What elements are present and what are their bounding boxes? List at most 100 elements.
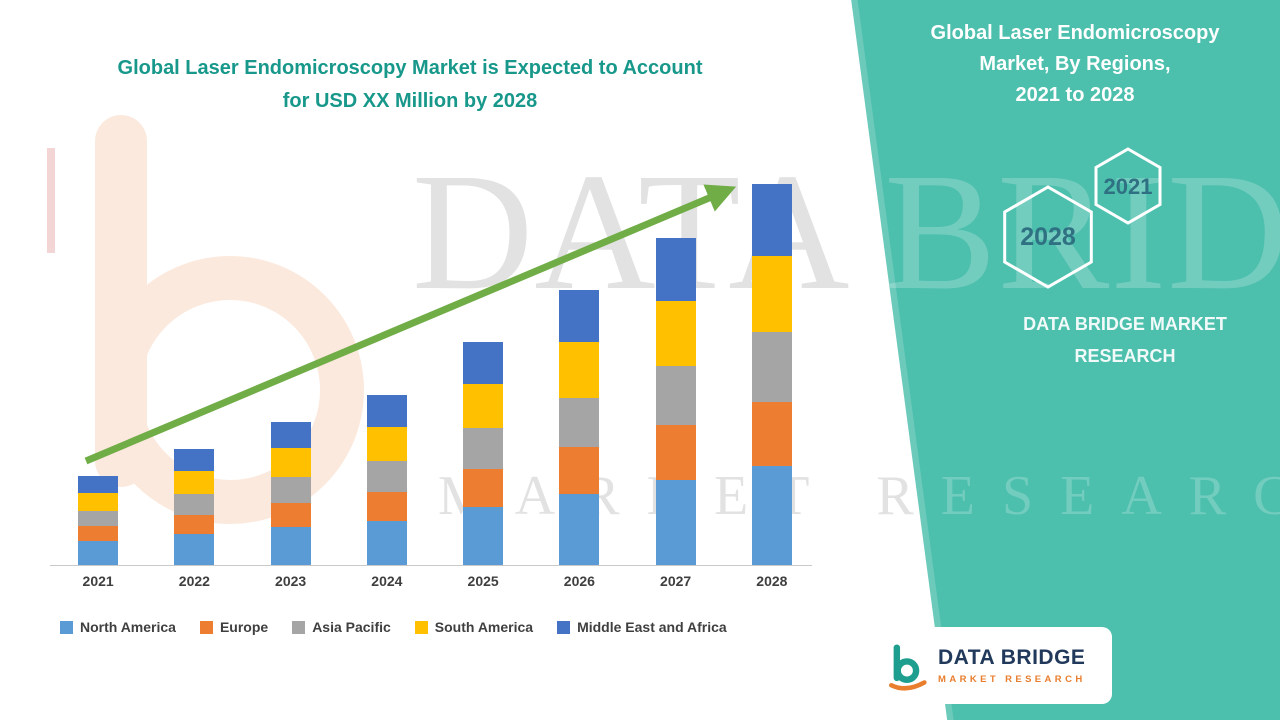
stacked-bar-2026: [559, 289, 600, 565]
stacked-bar-chart: 2021 2022 2023 2024 2025 2026 2027 2028: [50, 160, 820, 605]
segment-north-america: [463, 506, 504, 565]
segment-south-america: [463, 383, 504, 429]
panel-title-line3: 2021 to 2028: [1015, 84, 1135, 106]
logo-tagline-text: MARKET RESEARCH: [938, 674, 1086, 685]
x-axis-labels: 2021 2022 2023 2024 2025 2026 2027 2028: [50, 573, 820, 589]
legend-swatch: [199, 620, 213, 634]
segment-asia-pacific: [78, 510, 119, 527]
bars-area: [50, 160, 820, 565]
segment-asia-pacific: [366, 461, 407, 492]
segment-europe: [366, 491, 407, 521]
x-tick-2025: 2025: [467, 573, 499, 589]
legend-label: North America: [80, 619, 176, 635]
panel-title: Global Laser Endomicroscopy Market, By R…: [920, 18, 1230, 111]
hexagon-2028-label: 2028: [1020, 223, 1076, 251]
segment-europe: [655, 424, 696, 480]
legend-item-asia-pacific: Asia Pacific: [292, 619, 391, 635]
legend-item-europe: Europe: [199, 619, 269, 635]
legend-label: South America: [434, 619, 534, 635]
bar-slot-2024: [339, 394, 435, 565]
x-tick-2026: 2026: [563, 573, 595, 589]
logo-brand-text: DATA BRIDGE: [938, 646, 1086, 669]
segment-south-america: [174, 470, 215, 494]
panel-brand-line1: DATA BRIDGE MARKET: [1023, 314, 1227, 334]
stacked-bar-2023: [270, 421, 311, 565]
segment-middle-east-and-africa: [366, 394, 407, 428]
legend-label: Asia Pacific: [312, 619, 391, 635]
segment-europe: [463, 469, 504, 507]
stacked-bar-2027: [655, 238, 696, 565]
segment-south-america: [78, 492, 119, 511]
x-tick-2023: 2023: [275, 573, 307, 589]
hexagon-2028: [1003, 185, 1093, 289]
stacked-bar-2024: [366, 394, 407, 565]
segment-north-america: [559, 493, 600, 565]
legend-label: Middle East and Africa: [577, 619, 727, 635]
x-tick-2022: 2022: [178, 573, 210, 589]
logo-text: DATA BRIDGE MARKET RESEARCH: [938, 646, 1086, 685]
stacked-bar-2028: [751, 183, 792, 565]
bar-slot-2021: [50, 476, 146, 565]
segment-middle-east-and-africa: [270, 421, 311, 449]
segment-europe: [78, 526, 119, 542]
chart-title: Global Laser Endomicroscopy Market is Ex…: [70, 52, 750, 118]
logo-box: DATA BRIDGE MARKET RESEARCH: [868, 627, 1112, 704]
chart-title-line1: Global Laser Endomicroscopy Market is Ex…: [117, 57, 703, 79]
hexagon-2021: [1094, 147, 1162, 225]
bar-slot-2022: [146, 449, 242, 565]
segment-asia-pacific: [463, 428, 504, 470]
segment-middle-east-and-africa: [463, 342, 504, 384]
x-tick-2021: 2021: [82, 573, 114, 589]
panel-title-line2: Market, By Regions,: [979, 53, 1171, 75]
segment-asia-pacific: [270, 476, 311, 503]
bar-slot-2023: [243, 421, 339, 565]
panel-title-line1: Global Laser Endomicroscopy: [930, 22, 1220, 44]
segment-south-america: [270, 448, 311, 477]
segment-asia-pacific: [751, 332, 792, 402]
segment-middle-east-and-africa: [751, 183, 792, 257]
legend-swatch: [292, 620, 306, 634]
segment-middle-east-and-africa: [559, 289, 600, 343]
segment-south-america: [751, 256, 792, 333]
databridge-logo-icon: [889, 643, 927, 691]
segment-middle-east-and-africa: [78, 476, 119, 493]
panel-brand-text: DATA BRIDGE MARKET RESEARCH: [960, 308, 1280, 373]
x-axis-line: [50, 565, 812, 566]
segment-europe: [751, 401, 792, 466]
bar-slot-2025: [435, 342, 531, 565]
segment-north-america: [78, 541, 119, 565]
x-tick-2027: 2027: [660, 573, 692, 589]
x-tick-2028: 2028: [756, 573, 788, 589]
stacked-bar-2025: [463, 342, 504, 565]
x-tick-2024: 2024: [371, 573, 403, 589]
segment-south-america: [655, 300, 696, 367]
bar-slot-2026: [531, 289, 627, 565]
segment-north-america: [751, 466, 792, 565]
segment-asia-pacific: [174, 493, 215, 515]
segment-europe: [174, 514, 215, 535]
legend-label: Europe: [219, 619, 269, 635]
bar-slot-2027: [628, 238, 724, 565]
segment-north-america: [174, 534, 215, 565]
segment-europe: [559, 447, 600, 494]
segment-north-america: [655, 479, 696, 565]
chart-title-line2: for USD XX Million by 2028: [282, 90, 538, 112]
stacked-bar-2022: [174, 449, 215, 565]
segment-middle-east-and-africa: [655, 238, 696, 301]
year-hexagons: 2028 2021: [1003, 147, 1162, 289]
segment-north-america: [270, 527, 311, 565]
segment-europe: [270, 502, 311, 528]
segment-asia-pacific: [559, 397, 600, 448]
bar-slot-2028: [724, 183, 820, 565]
chart-legend: North America Europe Asia Pacific South Ame…: [60, 619, 727, 635]
legend-swatch: [557, 620, 571, 634]
legend-item-north-america: North America: [60, 619, 176, 635]
segment-south-america: [366, 427, 407, 462]
legend-swatch: [60, 620, 73, 634]
segment-asia-pacific: [655, 366, 696, 425]
segment-middle-east-and-africa: [174, 449, 215, 471]
stacked-bar-2021: [78, 476, 119, 565]
legend-swatch: [414, 620, 428, 634]
legend-item-middle-east-and-africa: Middle East and Africa: [557, 619, 727, 635]
